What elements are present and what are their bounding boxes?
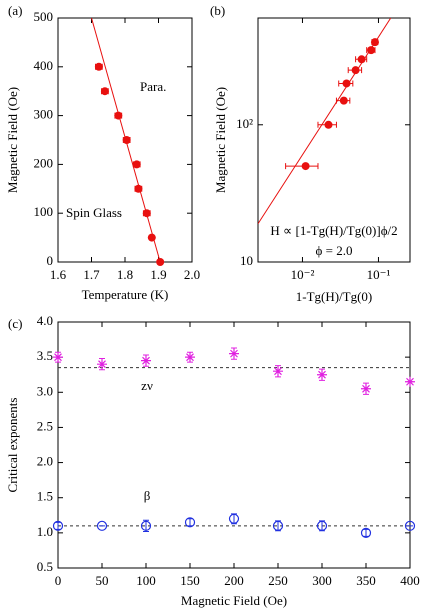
marker: [370, 38, 379, 47]
marker: [324, 120, 333, 129]
error-bar: [55, 521, 61, 530]
x-tick-label: 10⁻¹: [367, 267, 391, 282]
marker: [367, 46, 376, 55]
x-tick-label: 400: [400, 573, 420, 588]
x-tick-label: 250: [268, 573, 288, 588]
x-tick-label: 300: [312, 573, 332, 588]
x-axis-label: Temperature (K): [82, 287, 169, 302]
marker: [147, 233, 156, 242]
y-tick-label: 0.5: [37, 559, 53, 574]
y-tick-label: 500: [34, 9, 54, 24]
marker: [273, 366, 283, 377]
marker: [122, 136, 131, 144]
marker: [52, 520, 64, 531]
x-tick-label: 100: [136, 573, 156, 588]
marker: [141, 355, 151, 366]
marker: [134, 184, 143, 193]
y-tick-label: 2.0: [37, 454, 53, 469]
panel-label: (b): [210, 3, 225, 18]
marker: [53, 352, 63, 363]
marker: [184, 517, 196, 528]
marker: [114, 111, 123, 120]
y-tick-label: 0: [47, 253, 54, 268]
x-tick-label: 0: [55, 573, 62, 588]
plot-frame: [257, 17, 411, 263]
x-axis-label: 1-Tg(H)/Tg(0): [296, 289, 373, 304]
y-tick-label: 2.5: [37, 418, 53, 433]
marker: [351, 66, 360, 75]
marker: [317, 369, 327, 380]
marker: [405, 376, 415, 387]
error-bar: [363, 528, 369, 537]
x-tick-label: 1.6: [50, 267, 67, 282]
marker: [156, 258, 165, 266]
y-tick-label: 200: [34, 155, 54, 170]
x-tick-label: 1.7: [83, 267, 100, 282]
panel-label: (a): [8, 3, 22, 18]
x-tick-label: 1.8: [117, 267, 133, 282]
marker: [228, 513, 240, 524]
marker: [142, 209, 151, 218]
marker: [342, 79, 351, 88]
x-axis-label: Magnetic Field (Oe): [181, 593, 287, 608]
series-label: β: [144, 488, 151, 503]
error-bar: [143, 519, 149, 532]
marker: [272, 520, 284, 531]
marker: [301, 162, 310, 171]
y-axis-label: Magnetic Field (Oe): [213, 87, 228, 193]
marker: [94, 62, 103, 71]
x-tick-label: 50: [96, 573, 109, 588]
marker: [316, 520, 328, 531]
panel-label: (c): [8, 316, 22, 331]
marker: [404, 520, 416, 531]
y-axis-label: Magnetic Field (Oe): [5, 87, 20, 193]
marker: [357, 55, 366, 64]
annotation: Para.: [140, 79, 166, 94]
y-tick-label: 3.0: [37, 383, 53, 398]
y-tick-label: 3.5: [37, 348, 53, 363]
x-tick-label: 1.9: [150, 267, 166, 282]
y-tick-label: 300: [34, 107, 54, 122]
y-tick-label: 10²: [236, 116, 253, 131]
marker: [96, 520, 108, 531]
x-tick-label: 10⁻²: [291, 267, 315, 282]
marker: [339, 96, 348, 105]
x-tick-label: 2.0: [184, 267, 200, 282]
annotation: Spin Glass: [66, 205, 122, 220]
marker: [100, 87, 109, 96]
series-label: zν: [141, 378, 153, 393]
annotation: H ∝ [1-Tg(H)/Tg(0)]ϕ/2: [270, 223, 397, 238]
annotation: ϕ = 2.0: [316, 243, 353, 258]
y-tick-label: 4.0: [37, 313, 53, 328]
marker: [132, 160, 141, 169]
marker: [229, 348, 239, 359]
y-tick-label: 10: [240, 253, 253, 268]
marker: [361, 383, 371, 394]
marker: [140, 520, 152, 531]
marker: [360, 527, 372, 538]
y-tick-label: 1.5: [37, 489, 53, 504]
error-bar: [187, 518, 193, 527]
y-tick-label: 400: [34, 58, 54, 73]
y-axis-label: Critical exponents: [5, 398, 20, 493]
y-tick-label: 100: [34, 204, 54, 219]
marker: [97, 359, 107, 370]
y-tick-label: 1.0: [37, 524, 53, 539]
x-tick-label: 200: [224, 573, 244, 588]
x-tick-label: 350: [356, 573, 376, 588]
marker: [185, 352, 195, 363]
x-tick-label: 150: [180, 573, 200, 588]
